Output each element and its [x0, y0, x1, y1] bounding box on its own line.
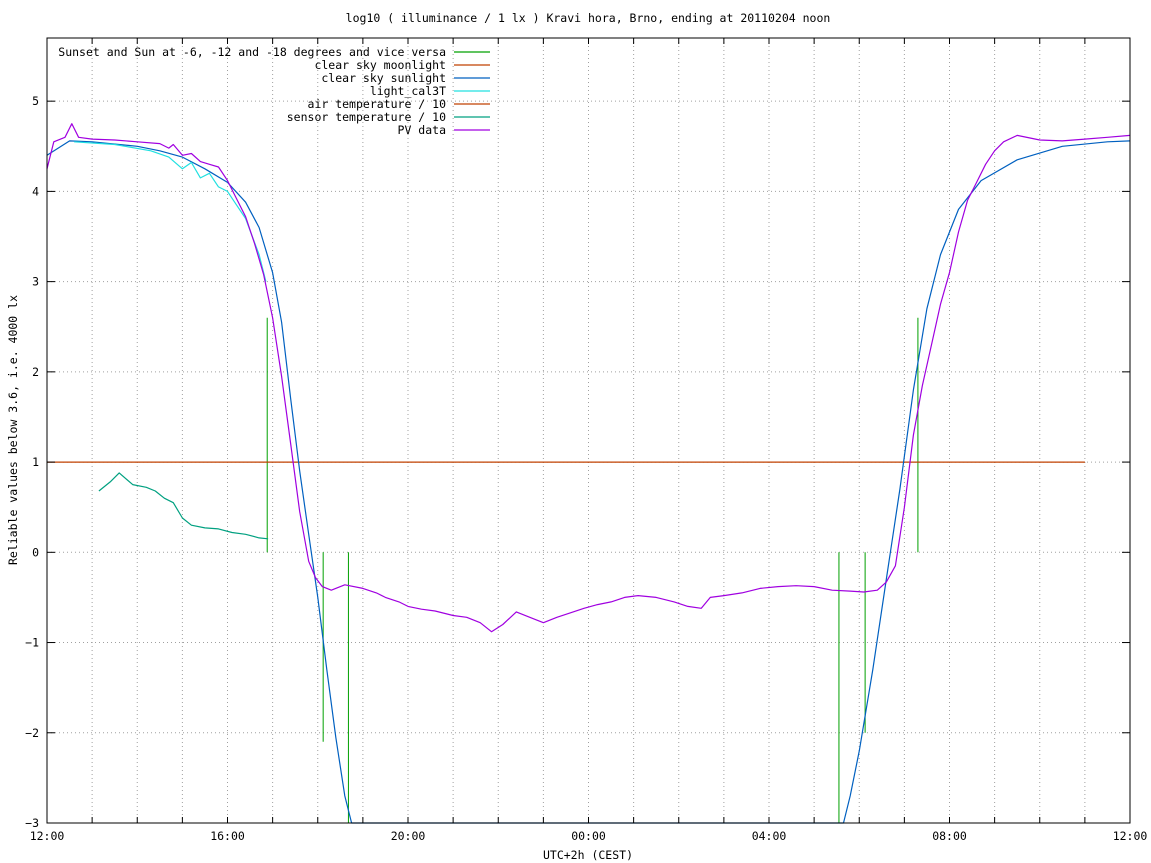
y-tick-label: 3 [32, 275, 39, 289]
series-line-sensor_temp [98, 472, 269, 540]
x-axis-label: UTC+2h (CEST) [543, 848, 633, 862]
x-tick-label: 00:00 [571, 829, 606, 843]
y-tick-label: 5 [32, 94, 39, 108]
series-line-pv [46, 123, 1131, 633]
series-line-light_cal3T [74, 141, 267, 282]
series-line-sunlight [46, 140, 1131, 824]
legend-label: PV data [398, 123, 446, 137]
x-tick-label: 08:00 [932, 829, 967, 843]
y-tick-label: 2 [32, 365, 39, 379]
legend: Sunset and Sun at -6, -12 and -18 degree… [58, 45, 490, 137]
x-tick-label: 04:00 [752, 829, 787, 843]
y-tick-label: 0 [32, 545, 39, 559]
legend-label: sensor temperature / 10 [287, 110, 446, 124]
x-tick-label: 20:00 [391, 829, 426, 843]
y-tick-label: −3 [25, 816, 39, 830]
y-tick-label: 4 [32, 184, 39, 198]
x-tick-label: 12:00 [1113, 829, 1148, 843]
y-tick-label: 1 [32, 455, 39, 469]
legend-label: clear sky moonlight [314, 58, 446, 72]
grid-lines [47, 38, 1130, 823]
x-tick-label: 16:00 [210, 829, 245, 843]
legend-label: air temperature / 10 [308, 97, 447, 111]
y-axis-label: Reliable values below 3.6, i.e. 4000 lx [6, 295, 20, 565]
chart-title: log10 ( illuminance / 1 lx ) Kravi hora,… [346, 11, 831, 25]
legend-label: light_cal3T [370, 84, 446, 98]
y-tick-label: −1 [25, 636, 39, 650]
y-tick-label: −2 [25, 726, 39, 740]
plot-area [46, 123, 1131, 824]
legend-label: Sunset and Sun at -6, -12 and -18 degree… [58, 45, 446, 59]
y-axis-ticks: −3 −2 −1 0 1 2 3 4 5 [25, 94, 1130, 830]
x-tick-label: 12:00 [30, 829, 65, 843]
x-axis-ticks: 12:00 16:00 20:00 00:00 04:00 08:00 12:00 [30, 38, 1148, 843]
legend-label: clear sky sunlight [321, 71, 446, 85]
